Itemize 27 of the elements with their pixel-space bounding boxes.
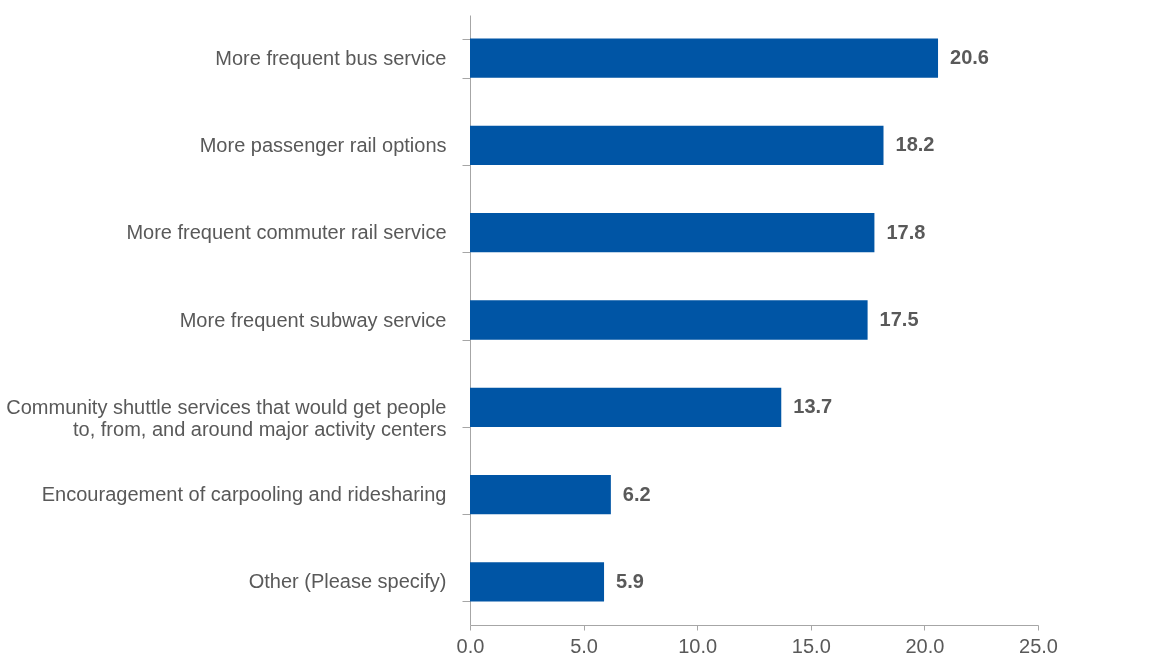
y-tick-label: Community shuttle services that would get people to, from, and around major activity centers (6, 395, 447, 440)
x-tick-label: 20.0 (905, 634, 945, 657)
y-tick-label: More passenger rail options (199, 133, 447, 156)
y-tick-label: Encouragement of carpooling and ridesharing (41, 483, 447, 506)
y-tick-label: More frequent subway service (179, 308, 447, 331)
data-label: 18.2 (895, 133, 935, 156)
x-tick-label: 5.0 (570, 634, 599, 657)
data-label: 5.9 (616, 569, 644, 592)
data-label: 20.6 (950, 46, 989, 69)
data-label: 13.7 (793, 395, 833, 418)
bar (470, 38, 939, 78)
x-tick-label: 10.0 (678, 634, 718, 657)
x-tick-label: 25.0 (1019, 634, 1058, 657)
x-tick-label: 0.0 (456, 634, 485, 657)
bar (470, 387, 782, 427)
bar (470, 213, 875, 253)
bar (470, 562, 605, 602)
data-label: 6.2 (622, 482, 651, 505)
y-tick-label: Other (Please specify) (248, 570, 447, 593)
bar (470, 474, 611, 515)
x-tick-label: 15.0 (791, 634, 831, 657)
bar (470, 125, 884, 166)
data-label: 17.8 (886, 220, 926, 243)
bar (470, 300, 868, 340)
data-label: 17.5 (879, 308, 919, 330)
y-tick-label: More frequent bus service (215, 46, 447, 69)
y-tick-label: More frequent commuter rail service (126, 221, 447, 244)
